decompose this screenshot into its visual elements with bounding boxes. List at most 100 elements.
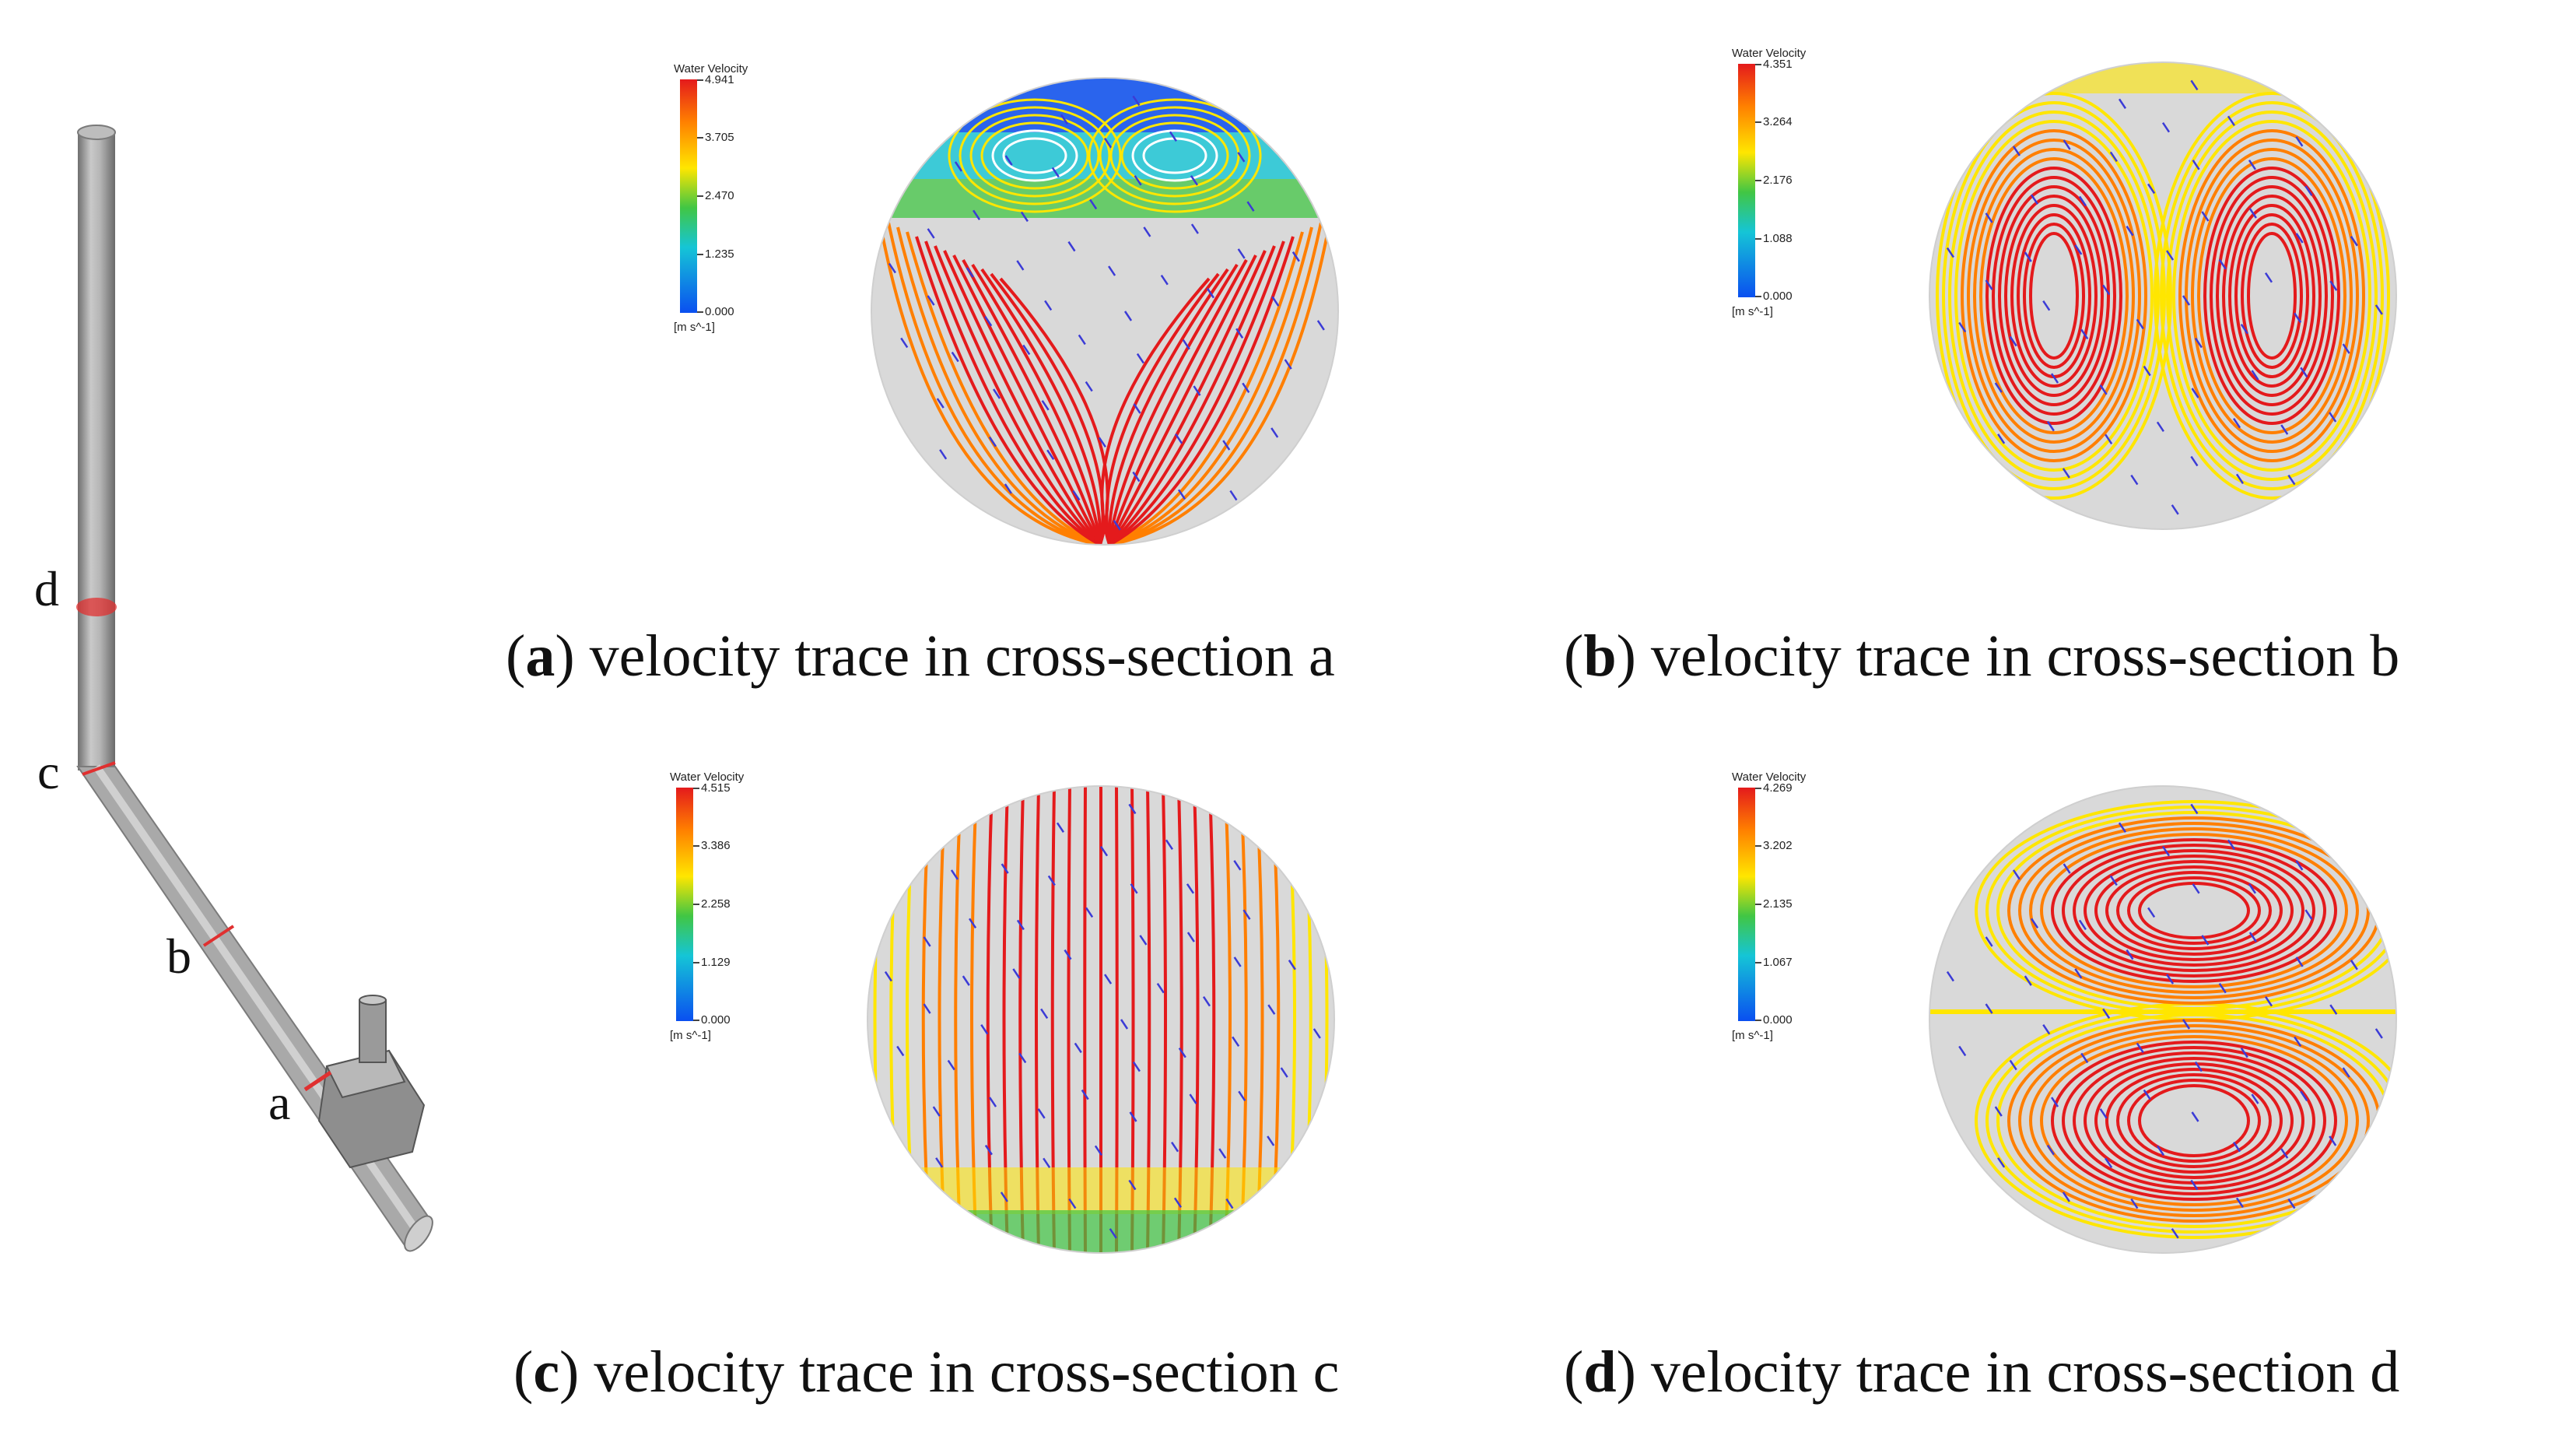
streamline — [1108, 240, 1285, 545]
streamline — [2222, 195, 2322, 397]
streamline — [2029, 827, 2359, 994]
streamline — [2073, 1051, 2315, 1190]
streamline — [2178, 129, 2365, 462]
legend-unit: [m s^-1] — [1732, 1029, 1773, 1042]
streamline — [2210, 176, 2334, 416]
streamline — [1108, 254, 1257, 545]
pipe-label-c: c — [37, 744, 60, 799]
color-bar — [1738, 64, 1755, 297]
streamline — [2185, 139, 2359, 453]
streamline — [2018, 822, 2370, 999]
streamline — [2023, 223, 2085, 369]
streamline — [2191, 148, 2353, 444]
legend-title: Water Velocity — [1732, 770, 1807, 784]
streamline — [2051, 1041, 2337, 1201]
streamline — [943, 250, 1102, 545]
caption-d: (d) velocity trace in cross-section d — [1564, 1339, 2400, 1405]
legend-title: Water Velocity — [1732, 47, 1807, 60]
pipe-geometry-diagram — [76, 125, 433, 1252]
section-marker-a — [303, 1070, 332, 1092]
streamline — [924, 240, 1102, 545]
streamline-plot-d — [1929, 785, 2397, 1254]
streamline — [2127, 1079, 2261, 1163]
streamline — [999, 277, 1109, 545]
streamline — [1985, 167, 2122, 425]
streamline — [2127, 876, 2261, 945]
streamline — [2138, 882, 2250, 939]
legend-title: Water Velocity — [674, 62, 748, 75]
legend-tick: 1.067 — [1763, 956, 1793, 969]
streamline — [2040, 1035, 2348, 1206]
streamline — [1109, 231, 1304, 545]
streamline — [1998, 185, 2110, 406]
streamline — [2241, 223, 2303, 369]
color-bar — [676, 788, 693, 1021]
legend-unit: [m s^-1] — [670, 1029, 711, 1042]
streamline — [2051, 838, 2337, 983]
streamline — [2018, 1024, 2370, 1217]
streamline — [2166, 111, 2378, 481]
streamline — [2116, 1073, 2272, 1168]
legend-tick: 4.515 — [701, 781, 731, 795]
legend-tick: 4.269 — [1763, 781, 1793, 795]
caption-c: (c) velocity trace in cross-section c — [513, 1339, 1340, 1405]
streamline — [1108, 245, 1276, 545]
color-bar — [680, 79, 697, 313]
streamline — [1108, 250, 1267, 545]
panel-c: Water Velocity 4.515 3.386 2.258 1.129 0… — [665, 770, 1350, 1269]
legend-tick: 3.705 — [705, 131, 734, 144]
legend-tick: 3.264 — [1763, 115, 1793, 128]
pipe-label-b: b — [166, 928, 191, 984]
streamline — [1954, 120, 2154, 472]
streamline — [1109, 217, 1332, 545]
legend-tick: 0.000 — [705, 305, 734, 318]
streamline — [1100, 277, 1211, 545]
streamline — [887, 222, 1101, 545]
section-marker-d — [76, 598, 117, 616]
streamline — [1967, 139, 2141, 453]
legend-unit: [m s^-1] — [1732, 305, 1773, 318]
streamline — [2004, 195, 2104, 397]
section-marker-b — [202, 925, 235, 947]
streamline — [2029, 232, 2079, 360]
streamline — [915, 236, 1101, 545]
streamline — [1109, 226, 1313, 545]
legend-tick: 2.258 — [701, 897, 731, 911]
legend-tick: 4.351 — [1763, 58, 1793, 71]
streamline-plot-b — [1929, 61, 2397, 530]
streamline — [878, 217, 1101, 545]
streamline — [2172, 120, 2371, 472]
streamline — [971, 263, 1102, 545]
streamline — [1108, 259, 1248, 545]
streamline — [2073, 849, 2315, 972]
streamline — [896, 226, 1101, 545]
streamline — [2084, 855, 2304, 967]
streamline — [2062, 844, 2326, 977]
pipe-top-cap — [77, 125, 116, 140]
legend-tick: 4.941 — [705, 73, 734, 86]
streamline — [2029, 1030, 2359, 1212]
streamline — [1109, 222, 1323, 545]
legend-tick: 2.135 — [1763, 897, 1793, 911]
vertical-pipe — [78, 132, 115, 770]
streamline — [1942, 101, 2166, 490]
section-marker-c — [82, 761, 116, 776]
streamline — [2228, 204, 2315, 388]
legend-title: Water Velocity — [670, 770, 745, 784]
streamline — [2105, 1068, 2283, 1174]
legend-tick: 3.386 — [701, 839, 731, 852]
streamline — [2160, 101, 2384, 490]
streamline — [2247, 232, 2297, 360]
caption-b: (b) velocity trace in cross-section b — [1564, 623, 2400, 689]
streamline — [2062, 1046, 2326, 1195]
streamline — [2105, 865, 2283, 956]
streamline — [2094, 1062, 2294, 1179]
streamline-plot-c — [867, 785, 1335, 1254]
streamline — [962, 259, 1102, 545]
legend-tick: 1.088 — [1763, 232, 1793, 245]
streamline — [1961, 129, 2147, 462]
panel-a: Water Velocity 4.941 3.705 2.470 1.235 0… — [669, 62, 1354, 560]
legend-tick: 2.176 — [1763, 174, 1793, 187]
pump-stack — [359, 999, 387, 1063]
streamline — [1107, 268, 1229, 545]
